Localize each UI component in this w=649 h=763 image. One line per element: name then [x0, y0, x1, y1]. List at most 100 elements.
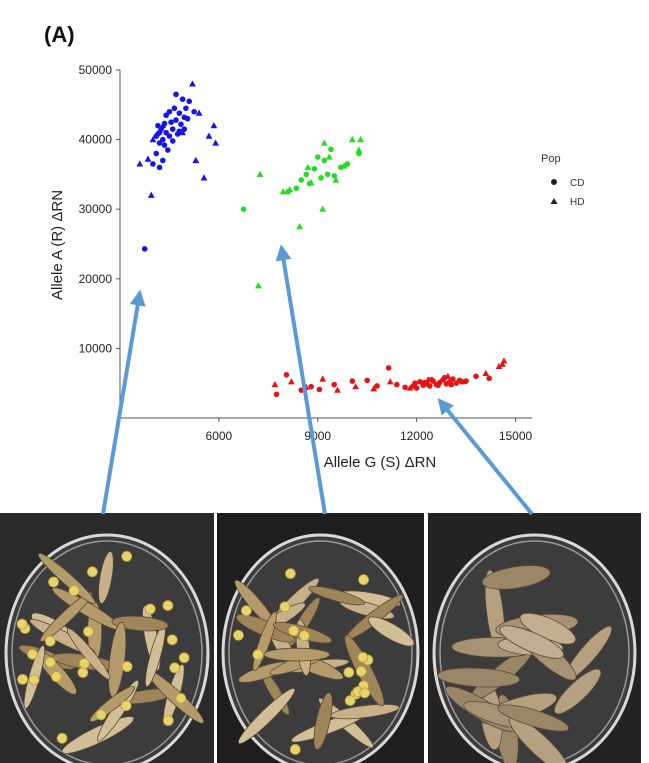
soybean-pod	[497, 704, 570, 732]
data-point	[283, 372, 290, 378]
data-point	[183, 105, 189, 112]
legend-title: Pop	[541, 153, 561, 165]
soybean-seed	[285, 568, 296, 580]
soybean-seed	[77, 667, 89, 678]
data-point	[192, 156, 200, 164]
data-point	[364, 377, 371, 384]
data-point	[352, 383, 360, 390]
data-point	[320, 139, 328, 146]
soybean-seed	[56, 732, 68, 744]
x-tick-label: 15000	[499, 429, 533, 443]
soybean-pod	[313, 692, 333, 750]
data-point	[150, 161, 156, 167]
soybean-seed	[289, 744, 301, 755]
soybean-seed	[240, 605, 252, 617]
data-point	[424, 376, 432, 383]
soybean-seed	[121, 661, 133, 672]
data-point	[321, 157, 328, 164]
data-point	[459, 378, 467, 385]
soybean-seed	[357, 651, 369, 663]
soybean-seed	[358, 574, 369, 586]
soybean-seed	[78, 658, 90, 669]
data-point	[169, 138, 176, 144]
soybean-seed	[355, 665, 367, 677]
data-point	[212, 139, 219, 146]
soybean-pod	[308, 585, 366, 606]
soybean-seed	[68, 585, 80, 596]
data-point	[168, 119, 174, 125]
y-tick-label: 10000	[79, 341, 113, 355]
data-point	[156, 140, 163, 146]
data-point	[255, 282, 262, 289]
data-point	[163, 112, 169, 119]
petri-dish-rim	[228, 540, 413, 763]
data-point	[448, 381, 455, 388]
soybean-seed	[279, 601, 291, 613]
data-point	[316, 386, 323, 393]
soybean-seed	[344, 695, 356, 706]
data-point	[273, 391, 280, 398]
data-point	[348, 136, 356, 143]
legend-label-hd: HD	[570, 197, 584, 208]
data-point	[164, 147, 171, 153]
data-point	[319, 375, 327, 382]
data-point	[498, 360, 506, 368]
soybean-seed	[86, 566, 98, 578]
pod-photo-intact-right	[428, 513, 641, 763]
petri-dish-rim	[439, 540, 630, 763]
soybean-seed	[27, 648, 38, 660]
data-point	[171, 105, 178, 112]
data-point	[256, 170, 264, 177]
soybean-seed	[50, 671, 62, 683]
soybean-seed	[28, 674, 40, 686]
data-point	[495, 362, 503, 370]
data-point	[156, 164, 163, 171]
panel-label: (A)	[44, 22, 75, 47]
soybean-seed	[16, 618, 28, 630]
data-point	[349, 378, 356, 384]
soybean-seed	[48, 576, 59, 588]
data-point	[160, 136, 166, 143]
soybean-seed	[178, 652, 190, 664]
data-point	[374, 383, 380, 389]
data-point	[324, 171, 331, 178]
data-point	[412, 380, 418, 387]
soybean-pod	[66, 627, 111, 680]
soybean-seed	[288, 625, 300, 637]
data-point	[402, 384, 408, 391]
data-point	[279, 188, 287, 195]
soybean-pod	[39, 592, 93, 642]
data-point	[141, 246, 148, 252]
chart-marks	[136, 80, 508, 398]
data-point	[271, 380, 279, 388]
data-point	[163, 129, 169, 136]
pod-photo-shattered-left	[0, 513, 214, 763]
data-point	[155, 122, 161, 129]
soybean-pod	[481, 565, 551, 590]
data-point	[298, 177, 305, 183]
data-point	[319, 205, 327, 212]
x-tick-label: 6000	[206, 429, 233, 443]
data-point	[304, 163, 312, 171]
data-point	[385, 365, 392, 371]
data-point	[176, 110, 183, 116]
data-point	[293, 185, 300, 192]
soybean-seed	[252, 649, 264, 660]
x-tick-label: 9000	[304, 429, 331, 443]
data-point	[486, 375, 492, 382]
data-point	[450, 376, 456, 382]
legend-label-cd: CD	[570, 178, 584, 189]
legend-marker-triangle	[550, 198, 558, 204]
data-point	[427, 383, 433, 389]
data-point	[160, 157, 166, 164]
data-point	[240, 206, 247, 212]
data-point	[325, 153, 333, 160]
soybean-seed	[83, 626, 94, 637]
data-point	[286, 186, 294, 193]
data-point	[136, 160, 144, 167]
data-point	[159, 122, 167, 129]
soybean-seed	[298, 630, 310, 642]
data-point	[417, 379, 423, 385]
data-point	[482, 369, 490, 377]
